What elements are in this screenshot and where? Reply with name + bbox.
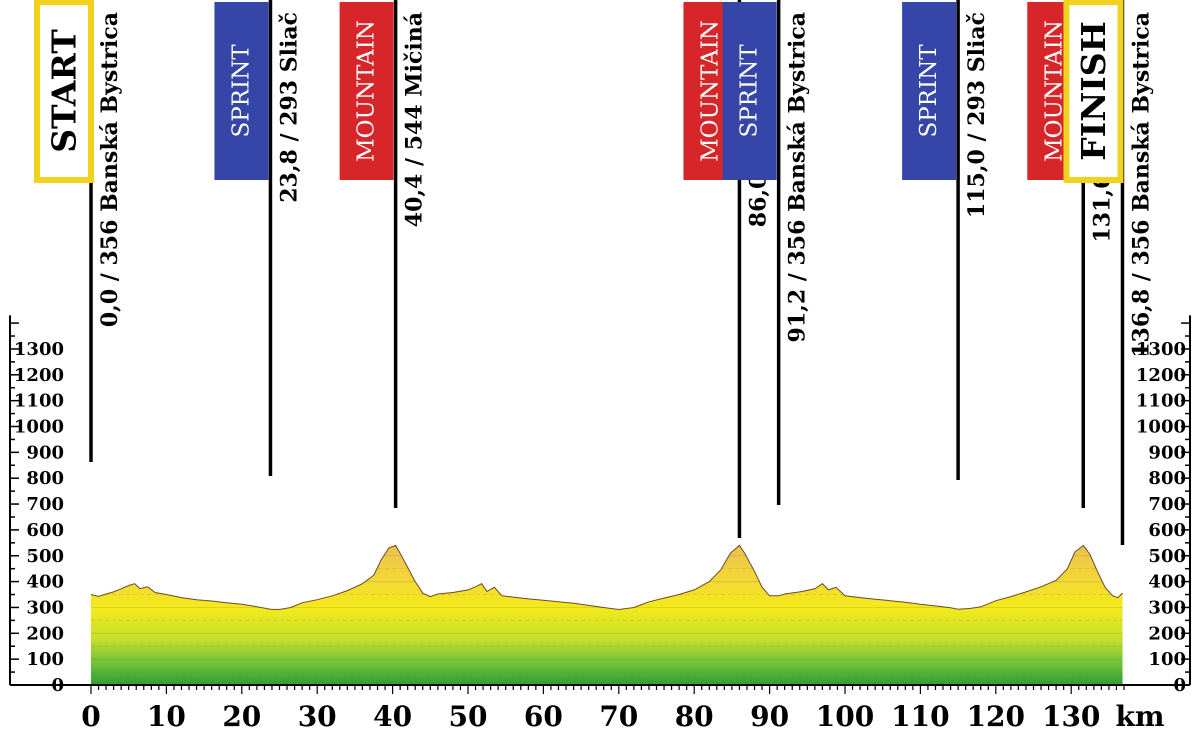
- left-y-tick-label: 400: [26, 572, 64, 593]
- left-y-tick-label: 300: [26, 597, 64, 618]
- x-tick-label: 20: [222, 700, 261, 730]
- marker-location-label: 136,8 / 356 Banská Bystrica: [1128, 12, 1154, 358]
- left-y-tick-label: 0: [51, 675, 64, 696]
- marker-endpoint-7: FINISH 136,8 / 356 Banská Bystrica: [1063, 0, 1154, 545]
- marker-location-label: 91,2 / 356 Banská Bystrica: [785, 12, 811, 342]
- marker-sprint-5: SPRINT 115,0 / 293 Sliač: [902, 0, 990, 480]
- marker-endpoint-title: START: [45, 29, 84, 153]
- x-tick-label: 90: [750, 700, 789, 730]
- right-y-tick-label: 900: [1148, 442, 1186, 463]
- right-y-tick-label: 300: [1148, 597, 1186, 618]
- x-tick-label: 120: [967, 700, 1025, 730]
- marker-sprint-1: SPRINT 23,8 / 293 Sliač: [214, 0, 302, 476]
- x-tick-label: 80: [675, 700, 714, 730]
- right-y-tick-label: 400: [1148, 572, 1186, 593]
- right-y-tick-label: 700: [1148, 494, 1186, 515]
- right-y-tick-label: 100: [1148, 649, 1186, 670]
- marker-sprint-box: [214, 2, 269, 180]
- marker-location-label: 0,0 / 356 Banská Bystrica: [97, 12, 123, 327]
- right-y-tick-label: 1200: [1136, 365, 1186, 386]
- left-y-tick-label: 1300: [14, 339, 64, 360]
- right-y-tick-label: 1000: [1136, 417, 1186, 438]
- left-y-tick-label: 900: [26, 442, 64, 463]
- left-y-tick-label: 800: [26, 468, 64, 489]
- x-tick-label: 110: [891, 700, 949, 730]
- right-y-tick-label: 500: [1148, 546, 1186, 567]
- marker-sprint-box: [722, 2, 777, 180]
- marker-sprint-4: SPRINT 91,2 / 356 Banská Bystrica: [722, 0, 811, 505]
- x-tick-label: 30: [298, 700, 337, 730]
- marker-endpoint-0: START 0,0 / 356 Banská Bystrica: [34, 0, 123, 462]
- marker-location-label: 115,0 / 293 Sliač: [964, 12, 990, 218]
- marker-sprint-title: SPRINT: [228, 44, 254, 138]
- right-y-tick-label: 200: [1148, 623, 1186, 644]
- marker-location-label: 40,4 / 544 Mičiná: [402, 12, 428, 227]
- right-y-tick-label: 1100: [1136, 391, 1186, 412]
- left-y-tick-label: 100: [26, 649, 64, 670]
- marker-endpoint-title: FINISH: [1074, 21, 1113, 160]
- right-y-tick-label: 0: [1173, 675, 1186, 696]
- left-y-tick-label: 600: [26, 520, 64, 541]
- left-y-tick-label: 200: [26, 623, 64, 644]
- marker-sprint-title: SPRINT: [916, 44, 942, 138]
- marker-mountain-title: MOUNTAIN: [1041, 20, 1067, 162]
- left-y-tick-label: 500: [26, 546, 64, 567]
- x-tick-label: 10: [147, 700, 186, 730]
- x-axis-unit-label: km: [1115, 700, 1164, 730]
- marker-sprint-title: SPRINT: [737, 44, 763, 138]
- right-y-tick-label: 600: [1148, 520, 1186, 541]
- marker-mountain-2: MOUNTAIN 40,4 / 544 Mičiná: [339, 0, 428, 508]
- marker-sprint-box: [902, 2, 957, 180]
- left-y-tick-label: 1100: [14, 391, 64, 412]
- left-y-tick-label: 1000: [14, 417, 64, 438]
- x-tick-label: 130: [1042, 700, 1100, 730]
- marker-endpoint-box: [34, 0, 94, 183]
- x-tick-label: 0: [81, 700, 100, 730]
- left-y-tick-label: 700: [26, 494, 64, 515]
- marker-mountain-title: MOUNTAIN: [354, 20, 380, 162]
- marker-location-label: 23,8 / 293 Sliač: [276, 12, 302, 203]
- left-y-tick-label: 1200: [14, 365, 64, 386]
- marker-mountain-box: [339, 2, 394, 180]
- x-tick-label: 70: [599, 700, 638, 730]
- elevation-outline: [90, 544, 1123, 611]
- x-tick-label: 50: [449, 700, 488, 730]
- elevation-area: [91, 545, 1123, 685]
- x-tick-label: 40: [373, 700, 412, 730]
- checkpoint-markers: START 0,0 / 356 Banská Bystrica SPRINT 23,8…: [34, 0, 1154, 545]
- x-tick-label: 60: [524, 700, 563, 730]
- elevation-profile: [90, 544, 1123, 685]
- marker-endpoint-box: [1063, 0, 1124, 183]
- marker-mountain-title: MOUNTAIN: [697, 20, 723, 162]
- right-y-tick-label: 800: [1148, 468, 1186, 489]
- x-tick-label: 100: [816, 700, 874, 730]
- right-y-tick-label: 1300: [1136, 339, 1186, 360]
